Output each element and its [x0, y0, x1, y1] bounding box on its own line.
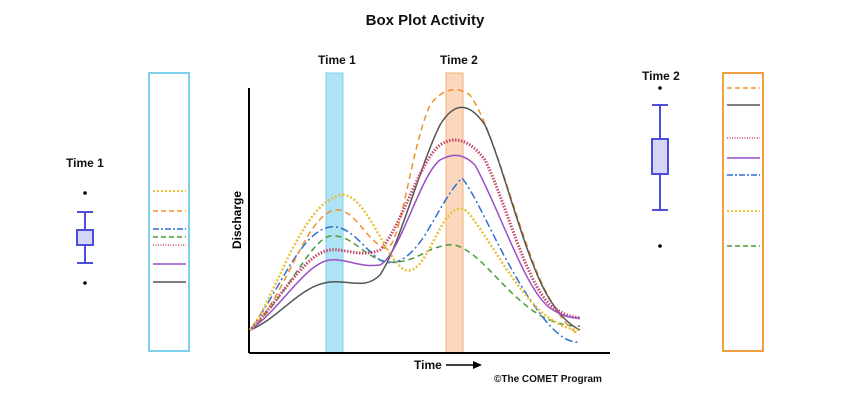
time2-outlier-high: [658, 86, 662, 90]
time2-band: [445, 72, 464, 354]
series-red-dotted: [248, 138, 581, 332]
time1-box-label: Time 1: [66, 156, 104, 170]
time2-box-label: Time 2: [642, 69, 680, 83]
time1-panel-marks: [153, 190, 186, 283]
time1-box: [76, 229, 94, 246]
series-blue-dashdot: [249, 176, 581, 343]
time1-panel: [148, 72, 190, 352]
series-gray-solid: [249, 106, 581, 331]
time2-boxplot: [651, 104, 669, 211]
copyright-credit: ©The COMET Program: [494, 374, 602, 385]
x-axis-label: Time: [414, 358, 442, 372]
time2-band-label: Time 2: [440, 53, 478, 67]
time1-outlier-high: [83, 191, 87, 195]
time1-boxplot: [76, 211, 94, 264]
chart-title: Box Plot Activity: [365, 12, 485, 29]
series-purple-solid: [249, 154, 581, 331]
time2-panel-marks: [727, 87, 760, 247]
time1-outlier-low: [83, 281, 87, 285]
time-arrow-head: [473, 361, 482, 369]
series-orange-dashed: [249, 89, 581, 336]
y-axis-label: Discharge: [230, 191, 244, 249]
series-curves: [248, 89, 581, 343]
time1-band-label: Time 1: [318, 53, 356, 67]
series-yellow-dotted: [249, 193, 581, 332]
time2-box: [651, 138, 669, 175]
time2-outlier-low: [658, 244, 662, 248]
